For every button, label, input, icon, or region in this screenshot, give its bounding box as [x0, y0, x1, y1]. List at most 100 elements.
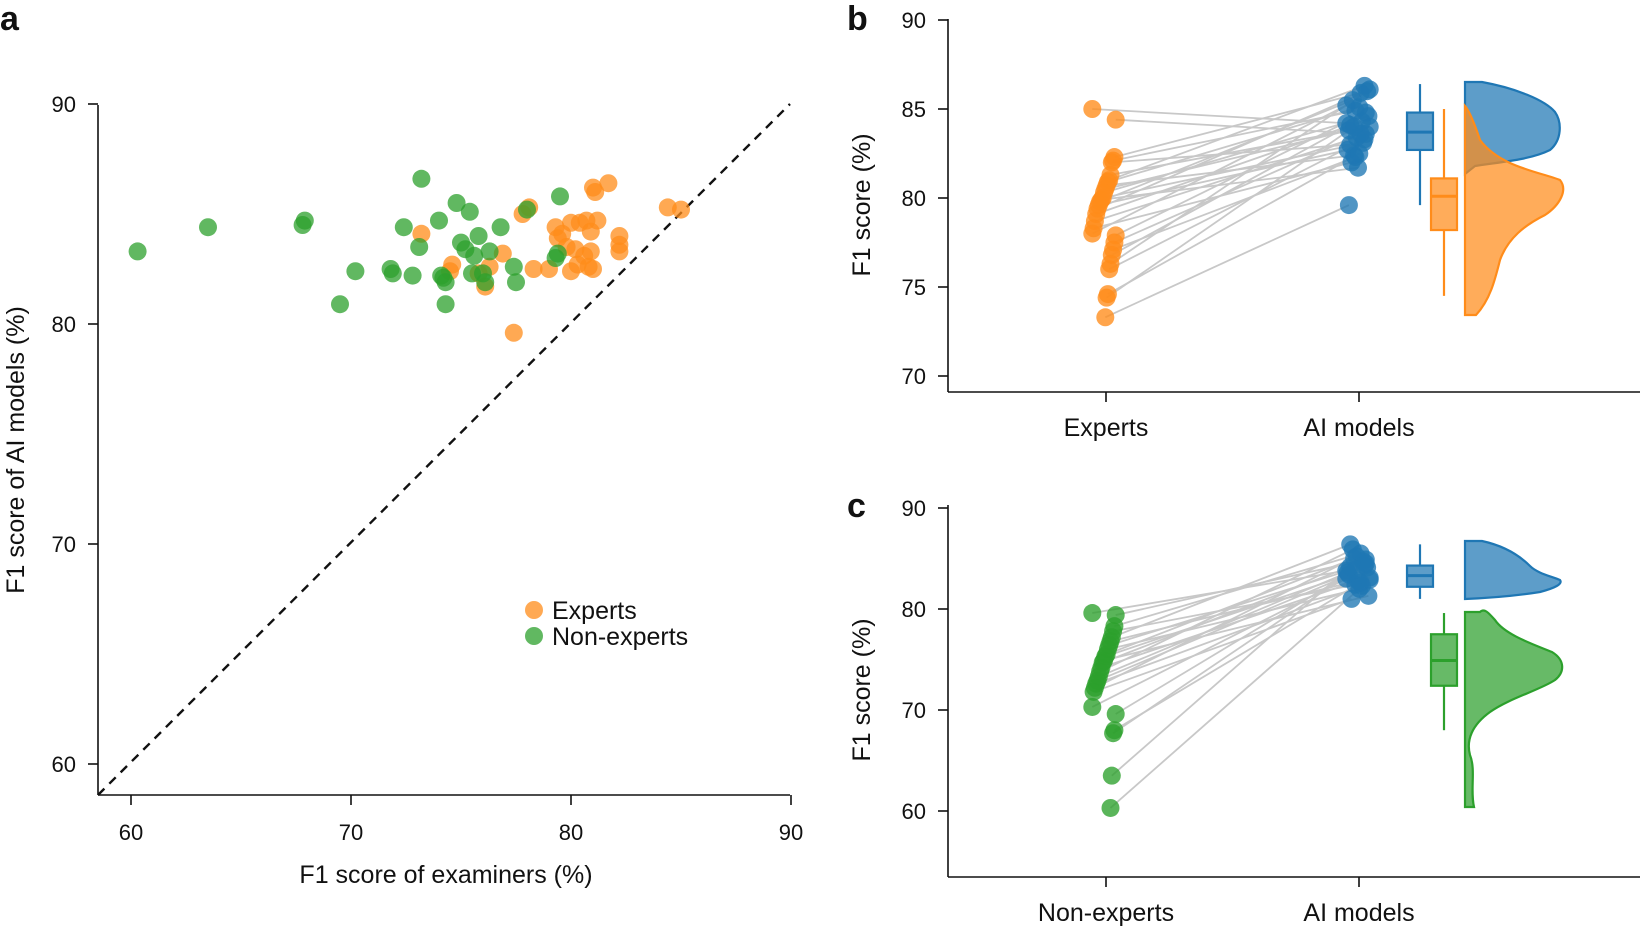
panel-a-x-tick-label: 90 — [779, 820, 803, 845]
point-ai-models — [1337, 96, 1356, 115]
panel-a-x-tick-label: 70 — [339, 820, 363, 845]
scatter-point-experts — [524, 260, 543, 278]
panel-b: b 90 85 80 75 70 Experts AI models F1 sc… — [847, 0, 1640, 442]
panel-letter-b: b — [847, 0, 868, 38]
paired-line — [1098, 571, 1348, 678]
point-non-experts — [1083, 604, 1102, 623]
panel-b-y-tick-label: 85 — [902, 97, 926, 122]
panel-c-category-label: Non-experts — [1038, 899, 1174, 927]
panel-b-category-label: Experts — [1064, 414, 1149, 442]
scatter-point-non-experts — [295, 211, 314, 230]
paired-line — [1108, 138, 1365, 271]
point-ai-models — [1339, 196, 1358, 215]
scatter-point-non-experts — [504, 257, 523, 276]
panel-b-y-tick-label: 90 — [902, 8, 926, 33]
panel-b-y-tick-label: 75 — [902, 275, 926, 300]
panel-c-boxplots — [1405, 544, 1459, 731]
panel-a: a 90 80 70 60 60 70 80 90 F1 score of ex… — [0, 0, 803, 889]
panel-a-identity-line — [97, 103, 791, 796]
boxplot-box-experts — [1429, 177, 1459, 232]
scatter-point-non-experts — [491, 218, 510, 237]
scatter-point-experts — [584, 260, 602, 278]
scatter-point-non-experts — [410, 238, 429, 256]
paired-line — [1099, 548, 1354, 673]
panel-letter-c: c — [847, 487, 866, 525]
point-experts — [1100, 260, 1119, 279]
scatter-point-experts — [504, 323, 523, 342]
scatter-point-non-experts — [480, 242, 499, 261]
point-non-experts — [1104, 724, 1123, 743]
point-non-experts — [1101, 798, 1120, 817]
paired-line — [1103, 594, 1369, 662]
point-ai-models — [1360, 80, 1379, 99]
paired-line — [1097, 90, 1368, 210]
scatter-point-non-experts — [476, 273, 495, 292]
panel-a-points — [128, 169, 690, 342]
paired-line — [1097, 566, 1368, 682]
point-non-experts — [1084, 682, 1103, 701]
scatter-point-experts — [610, 242, 629, 261]
panel-a-x-tick-label: 60 — [119, 820, 143, 845]
panel-b-paired-lines — [1091, 85, 1371, 319]
point-non-experts — [1102, 766, 1121, 785]
panel-b-boxplots — [1405, 84, 1459, 296]
scatter-point-non-experts — [383, 264, 402, 283]
scatter-point-non-experts — [430, 211, 448, 230]
scatter-point-non-experts — [469, 227, 488, 245]
paired-line — [1110, 125, 1370, 176]
paired-line — [1091, 104, 1347, 235]
paired-line — [1108, 85, 1365, 182]
point-ai-models — [1350, 144, 1369, 163]
paired-line — [1114, 92, 1361, 158]
paired-line — [1111, 565, 1351, 777]
panel-c-non-experts-violin — [1463, 609, 1564, 809]
panel-a-y-tick-label: 70 — [52, 532, 76, 557]
scatter-point-non-experts — [518, 200, 536, 219]
panel-a-y-tick-label: 60 — [52, 752, 76, 777]
scatter-point-non-experts — [346, 262, 365, 281]
panel-c-y-tick-label: 90 — [902, 496, 926, 521]
paired-line — [1107, 152, 1360, 295]
scatter-point-experts — [586, 183, 605, 201]
paired-line — [1111, 124, 1351, 256]
paired-line — [1115, 118, 1366, 135]
panel-c-ai-models-violin — [1463, 539, 1562, 601]
paired-line — [1094, 555, 1358, 689]
scatter-point-experts — [443, 255, 462, 274]
point-ai-models — [1356, 103, 1375, 122]
point-experts — [1106, 110, 1125, 129]
point-ai-models — [1342, 589, 1361, 608]
point-ai-models — [1355, 130, 1374, 149]
scatter-point-non-experts — [128, 242, 147, 261]
scatter-point-experts — [599, 174, 618, 193]
paired-line — [1109, 579, 1371, 809]
scatter-point-non-experts — [447, 194, 466, 212]
panel-a-y-tick-label: 90 — [52, 92, 76, 117]
scatter-point-experts — [581, 242, 600, 261]
scatter-point-non-experts — [551, 187, 569, 206]
scatter-point-non-experts — [436, 295, 455, 314]
panel-c-points — [1083, 535, 1379, 817]
scatter-point-non-experts — [465, 246, 484, 265]
panel-c-y-tick-label: 80 — [902, 597, 926, 622]
panel-b-points — [1083, 76, 1379, 327]
panel-a-legend: Experts Non-experts — [525, 597, 688, 651]
paired-line — [1112, 583, 1356, 633]
scatter-point-non-experts — [436, 273, 455, 292]
scatter-point-non-experts — [394, 218, 413, 237]
panel-c-paired-lines — [1091, 543, 1371, 809]
panel-b-y-tick-label: 70 — [902, 364, 926, 389]
paired-line — [1111, 543, 1351, 639]
paired-line — [1095, 584, 1363, 685]
scatter-point-non-experts — [548, 244, 567, 263]
panel-a-x-axis-title: F1 score of examiners (%) — [299, 861, 592, 889]
paired-line — [1114, 133, 1361, 244]
legend-experts-marker — [525, 601, 543, 619]
paired-line — [1104, 204, 1350, 319]
panel-b-category-label: AI models — [1303, 414, 1414, 442]
panel-c-y-tick-label: 60 — [902, 799, 926, 824]
panel-b-y-axis-title: F1 score (%) — [848, 133, 876, 276]
paired-line — [1106, 126, 1355, 299]
point-ai-models — [1341, 557, 1360, 576]
